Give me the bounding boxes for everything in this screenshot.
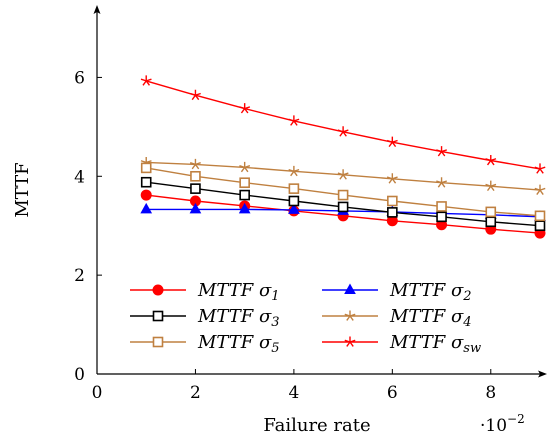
legend-label-name: MTTF σ <box>389 280 464 301</box>
legend-item-1: MTTF σ1 <box>130 280 280 304</box>
data-point-3 <box>436 211 447 223</box>
series-line-4 <box>146 161 541 191</box>
data-point-5 <box>140 162 152 174</box>
data-point-3 <box>387 207 398 218</box>
data-point-2 <box>189 202 202 214</box>
y-tick-label: 2 <box>74 266 85 286</box>
x-axis-multiplier: ·10−2 <box>480 412 525 436</box>
data-point-1 <box>140 189 152 201</box>
data-point-4 <box>239 161 251 173</box>
legend-swatch-marker <box>344 283 356 294</box>
x-tick-label: 4 <box>288 383 299 403</box>
legend-label-subscript: 5 <box>271 341 279 356</box>
axes: 0 2 4 6 8 0 2 4 6 <box>74 5 547 403</box>
data-point-3 <box>288 195 300 207</box>
x-tick-label: 6 <box>387 383 398 403</box>
series-5 <box>140 162 546 222</box>
data-point-4 <box>189 158 201 170</box>
legend-label-subscript: sw <box>463 341 481 356</box>
legend-label-name: MTTF σ <box>197 332 272 353</box>
data-point-5 <box>288 183 300 194</box>
x-axis-arrow <box>538 370 547 378</box>
y-tick-label: 4 <box>74 167 85 187</box>
legend-label: MTTF σsw <box>389 332 481 356</box>
data-point-3 <box>140 176 152 188</box>
legend-item-2: MTTF σ2 <box>322 280 472 304</box>
data-point-sw <box>534 163 546 174</box>
legend-item-3: MTTF σ3 <box>130 306 280 330</box>
legend-label: MTTF σ3 <box>197 306 280 330</box>
legend-label-subscript: 4 <box>462 315 471 330</box>
data-point-2 <box>140 202 153 214</box>
data-point-5 <box>387 195 398 207</box>
x-axis-multiplier-exponent: −2 <box>507 412 525 426</box>
data-point-4 <box>436 177 448 188</box>
data-point-5 <box>239 177 250 189</box>
data-point-4 <box>288 165 300 177</box>
data-point-sw <box>337 126 349 137</box>
legend-swatch-marker <box>344 336 356 347</box>
data-point-2 <box>238 202 251 214</box>
y-axis-arrow <box>93 5 101 14</box>
data-point-4 <box>337 169 349 180</box>
x-tick-label: 8 <box>485 383 496 403</box>
y-tick-label: 6 <box>74 68 85 88</box>
legend-label-subscript: 2 <box>462 289 471 304</box>
legend-label-name: MTTF σ <box>389 306 464 327</box>
legend-label-name: MTTF σ <box>197 280 272 301</box>
legend-item-4: MTTF σ4 <box>322 306 472 330</box>
data-point-5 <box>337 189 349 201</box>
data-point-3 <box>239 189 250 201</box>
data-point-4 <box>386 173 398 184</box>
data-point-2 <box>288 203 300 214</box>
legend-item-sw: MTTF σsw <box>322 332 481 356</box>
series-line-sw <box>146 80 541 170</box>
data-point-5 <box>534 210 546 222</box>
data-point-sw <box>189 89 201 101</box>
legend-swatch-marker <box>152 336 164 348</box>
data-point-3 <box>485 216 497 228</box>
legend-swatch-marker <box>152 310 164 322</box>
legend-label-name: MTTF σ <box>197 306 272 327</box>
y-tick-label: 0 <box>74 365 85 385</box>
data-point-4 <box>485 180 497 192</box>
data-point-sw <box>436 146 448 157</box>
legend-label-subscript: 1 <box>271 289 279 304</box>
data-point-3 <box>190 183 201 194</box>
data-point-sw <box>288 115 300 126</box>
data-point-sw <box>485 154 497 166</box>
x-tick-label: 2 <box>190 383 201 403</box>
data-point-5 <box>485 206 497 218</box>
legend-label: MTTF σ2 <box>389 280 472 304</box>
data-point-sw <box>239 103 251 114</box>
legend-label: MTTF σ1 <box>197 280 280 304</box>
plot-area <box>140 75 546 239</box>
legend-label: MTTF σ4 <box>389 306 472 330</box>
data-point-3 <box>534 220 546 232</box>
legend-item-5: MTTF σ5 <box>130 332 280 356</box>
legend-label-name: MTTF σ <box>389 332 464 353</box>
y-axis-label: MTTF <box>12 162 33 217</box>
x-axis-label: Failure rate <box>263 415 370 436</box>
legend-swatch-marker <box>152 284 164 296</box>
data-point-4 <box>534 184 546 195</box>
x-axis-multiplier-base: ·10 <box>480 416 507 436</box>
data-point-sw <box>140 75 152 86</box>
series-3 <box>140 176 546 232</box>
data-point-sw <box>386 136 398 148</box>
series-sw <box>140 75 546 174</box>
legend-label: MTTF σ5 <box>197 332 280 356</box>
series-4 <box>140 156 546 195</box>
data-point-5 <box>436 201 447 212</box>
data-point-5 <box>190 170 201 182</box>
legend-label-subscript: 3 <box>271 315 279 330</box>
legend-swatch-marker <box>344 310 356 321</box>
x-tick-label: 0 <box>92 383 103 403</box>
data-point-3 <box>337 201 349 213</box>
